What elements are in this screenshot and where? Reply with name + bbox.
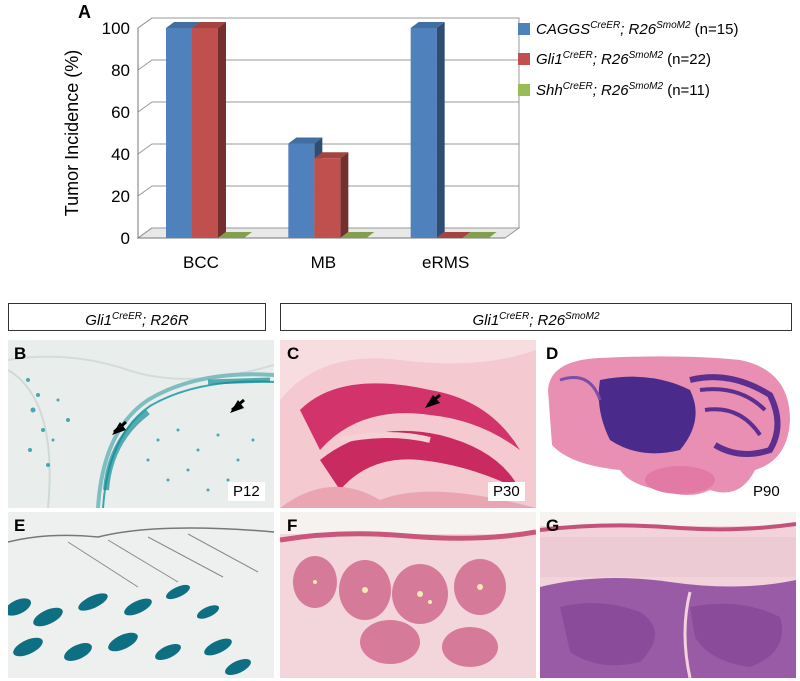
x-tick-label: BCC xyxy=(183,253,219,272)
y-tick-label: 0 xyxy=(121,229,130,248)
gridline xyxy=(137,185,519,197)
panel-b-age-label: P12 xyxy=(228,482,265,501)
bar-side xyxy=(436,22,445,238)
bar-top xyxy=(288,137,323,144)
y-axis-label: Tumor Incidence (%) xyxy=(62,50,82,216)
panel-b-letter: B xyxy=(14,344,27,363)
legend-entry: ShhCreER; R26SmoM2 (n=11) xyxy=(518,81,710,99)
bar xyxy=(192,28,218,238)
bar-top xyxy=(410,22,445,28)
panel-e-letter: E xyxy=(14,516,26,535)
bar-side xyxy=(340,152,349,238)
panel-f-letter: F xyxy=(287,516,298,535)
panel-d-image xyxy=(540,340,796,508)
tumor-incidence-chart: 0 20 40 60 80 100 Tumor Incidence (%) BCC MB eRMS xyxy=(62,17,521,272)
y-tick-label: 80 xyxy=(111,61,130,80)
bar-top xyxy=(314,152,349,159)
panel-c-letter: C xyxy=(287,344,300,363)
x-tick-label: eRMS xyxy=(422,253,469,272)
legend-swatch xyxy=(518,23,530,35)
bar-top xyxy=(192,22,226,28)
panel-d-letter: D xyxy=(546,344,559,363)
bar-top xyxy=(462,232,497,238)
legend-swatch xyxy=(518,53,530,65)
bar xyxy=(410,28,437,238)
legend-entry: Gli1CreER; R26SmoM2 (n=22) xyxy=(518,50,711,68)
panel-e-image xyxy=(8,512,274,678)
header-gli1-r26r: Gli1CreER; R26R xyxy=(8,303,266,331)
bar-side xyxy=(218,22,226,238)
gridline xyxy=(137,59,519,71)
panel-b-image xyxy=(8,340,274,508)
gridline xyxy=(137,227,519,239)
bar-top xyxy=(166,22,200,28)
panel-c-age-label: P30 xyxy=(488,482,525,501)
gridline xyxy=(137,17,519,29)
bar xyxy=(166,28,192,238)
panel-c-image xyxy=(280,340,536,508)
x-tick-label: MB xyxy=(311,253,337,272)
bar xyxy=(314,158,341,238)
y-tick-label: 20 xyxy=(111,187,130,206)
panel-d-age-label: P90 xyxy=(748,482,785,501)
legend-swatch xyxy=(518,84,530,96)
bar-top xyxy=(436,232,471,238)
y-tick-label: 40 xyxy=(111,145,130,164)
panel-g-image xyxy=(540,512,796,678)
gridline xyxy=(137,143,519,155)
y-tick-label: 60 xyxy=(111,103,130,122)
legend-entry: CAGGSCreER; R26SmoM2 (n=15) xyxy=(518,20,738,38)
panel-a-letter: A xyxy=(78,2,91,22)
bar-top xyxy=(218,232,252,238)
y-tick-label: 100 xyxy=(102,19,130,38)
header-gli1-smom2: Gli1CreER; R26SmoM2 xyxy=(280,303,792,331)
bar-top xyxy=(340,232,375,238)
panel-g-letter: G xyxy=(546,516,560,535)
bar xyxy=(288,143,315,238)
gridline xyxy=(137,101,519,113)
panel-f-image xyxy=(280,512,536,678)
